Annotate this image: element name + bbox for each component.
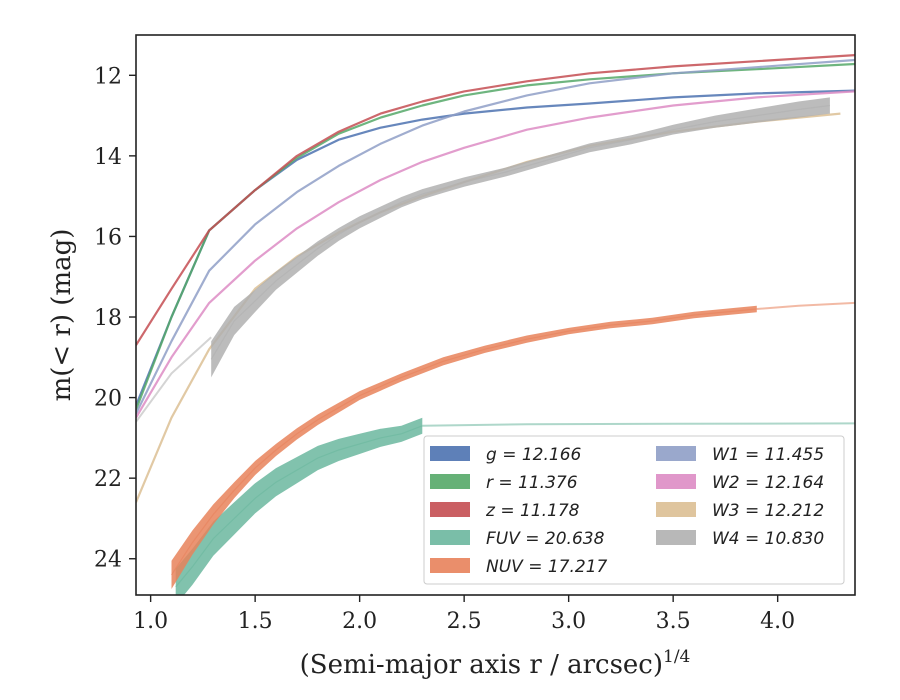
legend-swatch: [430, 502, 470, 517]
x-axis-label: (Semi-major axis r / arcsec)1/4: [300, 647, 691, 680]
legend-label: W4 = 10.830: [712, 529, 824, 549]
legend-swatch: [430, 558, 470, 573]
y-axis: 12 14 16 18 20 22 24: [94, 64, 136, 573]
x-axis: 1.0 1.5 2.0 2.5 3.0 3.5 4.0: [133, 595, 795, 634]
legend-item-w3: W3 = 12.212: [656, 501, 824, 521]
legend-swatch: [656, 530, 696, 545]
series-nuv-extension: [756, 301, 855, 310]
x-tick-label: 1.5: [238, 609, 273, 634]
legend-label: z = 11.178: [485, 501, 580, 521]
y-axis-label: m(< r) (mag): [47, 229, 77, 402]
x-tick-label: 3.0: [551, 609, 586, 634]
x-tick-label: 4.0: [760, 609, 795, 634]
legend-swatch: [656, 446, 696, 461]
legend-item-w2: W2 = 12.164: [656, 473, 824, 493]
x-tick-label: 1.0: [133, 609, 168, 634]
y-tick-label: 24: [94, 548, 122, 573]
y-tick-label: 12: [94, 64, 122, 89]
legend-item-r: r = 11.376: [430, 473, 578, 493]
series-z: [136, 54, 855, 346]
series-w1: [136, 58, 855, 415]
plot-frame: [135, 34, 856, 596]
legend-swatch: [656, 474, 696, 489]
legend-label: W2 = 12.164: [712, 473, 824, 493]
series-w2: [136, 90, 855, 419]
legend-item-g: g = 12.166: [430, 445, 582, 465]
series-fuv-line: [175, 425, 423, 588]
legend-label: r = 11.376: [486, 473, 578, 493]
series-w4-extension: [136, 336, 212, 423]
legend-swatch: [430, 446, 470, 461]
legend-box: [423, 435, 845, 585]
legend: g = 12.166 r = 11.376 z = 11.178 FUV = 20.6…: [423, 435, 845, 585]
y-tick-label: 16: [94, 225, 122, 250]
x-tick-label: 2.5: [447, 609, 482, 634]
legend-item-w4: W4 = 10.830: [656, 529, 824, 549]
legend-label: NUV = 17.217: [486, 557, 608, 577]
y-tick-label: 20: [94, 387, 122, 412]
legend-label: W3 = 12.212: [712, 501, 824, 521]
legend-label: FUV = 20.638: [486, 529, 605, 549]
y-tick-label: 18: [94, 306, 122, 331]
x-axis-label-exponent: 1/4: [663, 647, 690, 667]
series-fuv-band: [175, 417, 423, 595]
series-fuv-extension: [422, 422, 855, 427]
x-axis-label-text: (Semi-major axis r / arcsec): [300, 650, 663, 680]
series-w1-line: [136, 58, 855, 415]
series-z-line: [136, 54, 855, 346]
y-tick-label: 14: [94, 145, 122, 170]
series-fuv: [175, 417, 855, 595]
legend-item-z: z = 11.178: [430, 501, 580, 521]
series-nuv: [170, 301, 855, 589]
legend-item-fuv: FUV = 20.638: [430, 529, 605, 549]
series-layer: [136, 54, 855, 595]
series-nuv-line: [170, 308, 757, 576]
legend-swatch: [430, 474, 470, 489]
legend-item-w1: W1 = 11.455: [656, 445, 824, 465]
series-w4-line: [210, 104, 830, 360]
x-tick-label: 3.5: [656, 609, 691, 634]
y-tick-label: 22: [94, 467, 122, 492]
legend-label: W1 = 11.455: [712, 445, 824, 465]
series-w2-line: [136, 90, 855, 419]
series-w4: [136, 97, 830, 423]
legend-label: g = 12.166: [486, 445, 582, 465]
x-tick-label: 2.0: [342, 609, 377, 634]
legend-swatch: [430, 530, 470, 545]
legend-swatch: [656, 502, 696, 517]
legend-item-nuv: NUV = 17.217: [430, 557, 608, 577]
